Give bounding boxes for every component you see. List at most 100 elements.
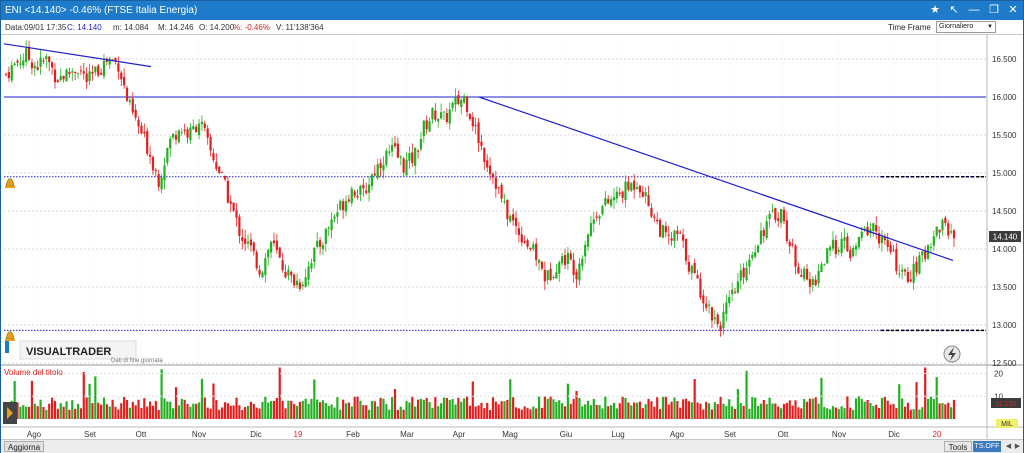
candle-body: [134, 109, 137, 118]
volume-bar: [716, 404, 719, 419]
candle-body: [223, 175, 227, 180]
volume-bar: [837, 409, 840, 419]
candle-body: [62, 76, 65, 80]
minimize-icon[interactable]: —: [968, 4, 980, 16]
candle-body: [344, 201, 348, 212]
candle-body: [710, 307, 714, 321]
volume-bar: [514, 407, 518, 419]
trendlines[interactable]: [3, 43, 954, 261]
volume-bar: [843, 408, 846, 419]
candle-body: [71, 71, 74, 73]
candle-body: [869, 229, 872, 234]
scroll-left-icon[interactable]: ◀: [1005, 443, 1012, 450]
cursor-icon[interactable]: ↖: [949, 4, 959, 16]
candle-body: [416, 150, 420, 152]
candle-body: [719, 325, 722, 331]
candle-body: [316, 240, 319, 247]
candle-body: [336, 212, 339, 217]
tools-button[interactable]: Tools: [944, 441, 972, 452]
volume-bar: [661, 396, 665, 419]
volume-bar: [48, 403, 51, 419]
candle-body: [944, 217, 947, 224]
volume-bar: [774, 403, 777, 419]
volume-bar: [344, 403, 348, 419]
candle-body: [586, 234, 590, 247]
candle-body: [307, 266, 310, 280]
volume-bar: [290, 400, 293, 419]
candle-body: [725, 302, 728, 315]
volume-bar: [189, 406, 192, 419]
volume-bar: [287, 400, 290, 419]
volume-bar: [736, 389, 739, 419]
restore-icon[interactable]: ❐: [989, 4, 999, 16]
candle-body: [875, 225, 878, 232]
candle-body: [794, 245, 797, 267]
candle-body: [621, 191, 624, 198]
volume-bar: [359, 400, 362, 419]
lightning-icon[interactable]: [943, 345, 961, 363]
candle-body: [834, 240, 837, 255]
candle-body: [143, 131, 146, 134]
candle-body: [506, 199, 509, 220]
volume-bar: [238, 405, 241, 419]
volume-bar: [402, 409, 405, 419]
candle-body: [339, 201, 342, 210]
candle-body: [177, 130, 180, 143]
price-axis: 16.500 16.000 15.500 15.000 14.500 14.000 13.5…: [986, 35, 1017, 439]
candle-body: [146, 130, 149, 154]
candle-body: [4, 73, 8, 75]
candle-body: [275, 240, 278, 251]
volume-bar: [921, 407, 924, 419]
volume-bar: [143, 398, 146, 419]
volume-bar: [419, 398, 423, 419]
candle-body: [641, 191, 644, 197]
price-tick-label: 15.500: [992, 131, 1017, 140]
alarm-icon[interactable]: [5, 178, 15, 189]
play-arrow-icon[interactable]: [3, 402, 17, 424]
volume-bar: [713, 402, 716, 419]
candle-body: [751, 254, 754, 259]
candle-body: [232, 202, 235, 211]
candle-body: [125, 87, 129, 101]
volume-bar: [944, 404, 947, 419]
volume-bar: [863, 401, 866, 419]
volume-bar: [739, 402, 742, 419]
volume-bar: [820, 377, 823, 419]
candle-body: [241, 237, 244, 241]
trendline: [3, 43, 152, 68]
volume-bar: [849, 407, 852, 419]
alarm-icon[interactable]: [5, 331, 15, 342]
aggiorna-button[interactable]: Aggiorna: [4, 441, 45, 452]
volume-bar: [719, 397, 722, 419]
volume-bar: [762, 400, 765, 419]
ts-off-button[interactable]: TS.OFF: [973, 441, 1001, 452]
close-icon[interactable]: ✕: [1008, 4, 1018, 16]
volume-bar: [684, 398, 688, 419]
candle-body: [664, 225, 667, 233]
volume-bar: [30, 380, 34, 419]
candle-body: [814, 279, 817, 286]
volume-bar: [486, 402, 489, 419]
volume-bar: [316, 399, 319, 419]
volume-bar: [491, 397, 495, 419]
volume-bar: [941, 403, 944, 419]
volume-bar: [676, 401, 679, 419]
volume-bar: [232, 405, 235, 419]
current-price-value: 14.140: [993, 233, 1018, 242]
volume-bar: [94, 376, 97, 419]
volume-bar: [393, 389, 397, 419]
candle-body: [169, 138, 172, 149]
time-frame-select[interactable]: Giornaliero ▼: [936, 21, 996, 33]
volume-bar: [805, 401, 809, 419]
candle-body: [532, 244, 535, 250]
star-icon[interactable]: ★: [930, 4, 940, 16]
candle-body: [569, 253, 572, 260]
volume-bar: [350, 406, 353, 419]
candle-body: [820, 264, 823, 273]
scroll-right-icon[interactable]: ▶: [1014, 443, 1021, 450]
volume-bar: [627, 402, 630, 419]
candle-body: [36, 67, 39, 70]
volume-bar: [771, 403, 774, 419]
price-chart[interactable]: 16.500 16.000 15.500 15.000 14.500 14.000 13.5…: [1, 35, 1023, 439]
volume-bar: [186, 404, 189, 419]
